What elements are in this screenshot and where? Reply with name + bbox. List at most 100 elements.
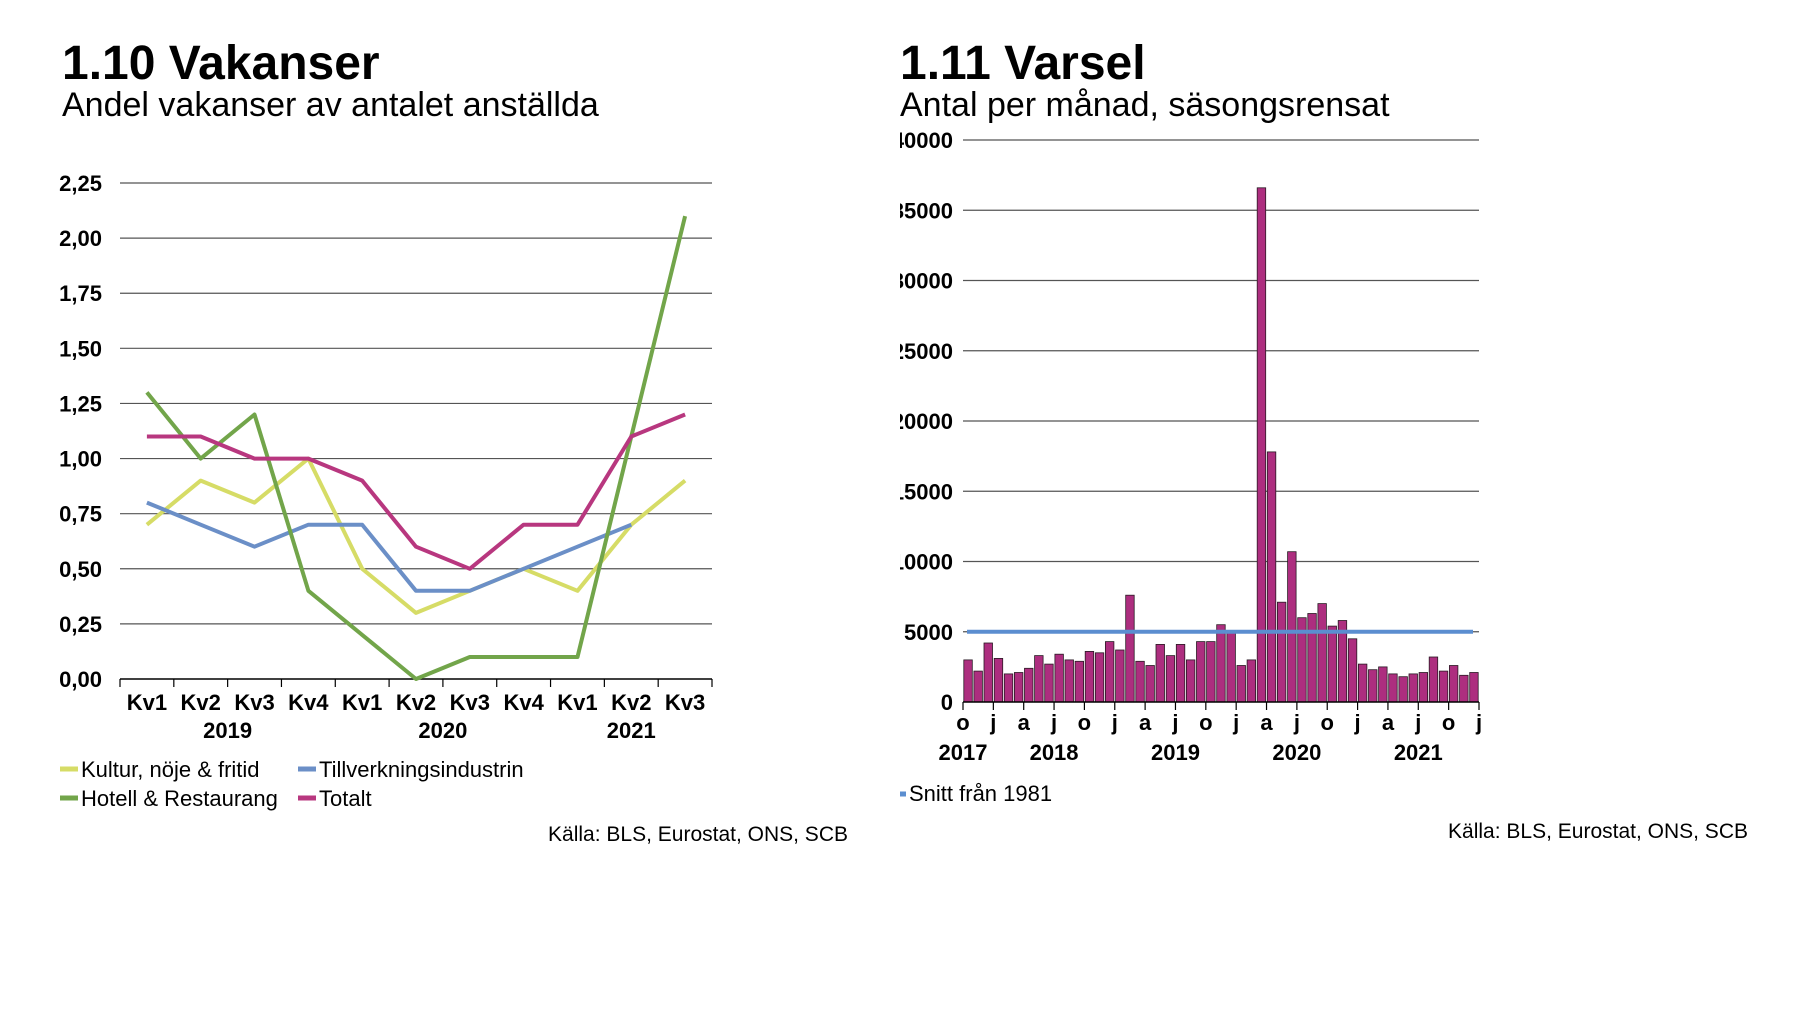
y-tick-label: 0,50: [59, 557, 102, 582]
x-year-label: 2019: [203, 718, 252, 743]
bar: [1327, 625, 1337, 703]
x-year-label: 2017: [939, 740, 988, 765]
bar: [1115, 649, 1125, 703]
bar: [1357, 663, 1368, 703]
y-tick-label: 25000: [900, 339, 953, 364]
y-tick-label: 35000: [900, 198, 953, 223]
bar: [1044, 663, 1054, 703]
panel-varsel: 1.11 Varsel Antal per månad, säsongsrens…: [900, 0, 1820, 1034]
y-tick-label: 15000: [900, 479, 953, 504]
x-tick-label: j: [989, 710, 996, 735]
y-tick-label: 0,25: [59, 612, 102, 637]
legend-label: Tillverkningsindustrin: [319, 757, 524, 782]
bar-chart-varsel: 0 5000 10000 15000 20000 25000 30000 35000 40000…: [900, 128, 1482, 806]
bar: [1185, 659, 1196, 703]
x-tick-label: j: [1354, 710, 1361, 735]
chart-title: 1.11 Varsel: [900, 37, 1146, 90]
bar: [1378, 666, 1388, 703]
bar: [1206, 641, 1216, 703]
bar: [1347, 638, 1358, 703]
x-tick-label: a: [1018, 710, 1031, 735]
series-line: [145, 215, 688, 681]
x-tick-label: Kv1: [127, 690, 167, 715]
x-tick-label: o: [1078, 710, 1091, 735]
bar: [1155, 644, 1165, 703]
bar: [1104, 641, 1115, 703]
x-tick-label: j: [1050, 710, 1057, 735]
chart-subtitle: Andel vakanser av antalet anställda: [62, 86, 599, 124]
bar: [1196, 641, 1206, 703]
bar: [1459, 674, 1469, 703]
x-year-label: 2019: [1151, 740, 1200, 765]
bar: [1469, 672, 1479, 703]
x-tick-label: Kv2: [396, 690, 436, 715]
bar: [1398, 676, 1408, 703]
x-year-label: 2018: [1030, 740, 1079, 765]
bar: [1014, 672, 1024, 703]
panel-vakanser: 1.10 Vakanser Andel vakanser av antalet …: [0, 0, 900, 1034]
x-tick-label: Kv3: [234, 690, 274, 715]
x-tick-label: Kv3: [665, 690, 705, 715]
bar: [1307, 613, 1317, 703]
y-tick-label: 5000: [904, 620, 953, 645]
x-tick-label: a: [1382, 710, 1395, 735]
x-tick-label: Kv2: [181, 690, 221, 715]
bar: [1216, 624, 1226, 703]
bar: [1226, 631, 1236, 703]
bar: [1084, 651, 1095, 703]
chart-subtitle: Antal per månad, säsongsrensat: [900, 86, 1390, 124]
y-tick-label: 0,75: [59, 502, 102, 527]
x-tick-label: o: [1199, 710, 1212, 735]
x-tick-label: o: [1321, 710, 1334, 735]
bar: [1094, 652, 1105, 703]
x-tick-label: Kv2: [611, 690, 651, 715]
y-tick-label: 1,00: [59, 447, 102, 472]
bar: [1175, 644, 1186, 703]
series-line: [146, 412, 686, 571]
bar: [1276, 601, 1287, 703]
line-chart-vakanser: 0,00 0,25 0,50 0,75 1,00 1,25 1,50 1,75 2,00 2,25…: [59, 171, 713, 811]
x-tick-label: j: [1414, 710, 1421, 735]
y-tick-label: 1,75: [59, 281, 102, 306]
x-tick-label: Kv4: [288, 690, 329, 715]
bar: [1368, 669, 1378, 703]
bar: [1024, 667, 1034, 703]
x-tick-label: o: [956, 710, 969, 735]
bar: [1125, 594, 1135, 703]
bar: [1003, 673, 1014, 703]
y-tick-label: 1,50: [59, 336, 102, 361]
y-tick-label: 1,25: [59, 391, 102, 416]
bar: [1074, 660, 1085, 703]
x-tick-label: Kv3: [450, 690, 490, 715]
x-tick-label: j: [1171, 710, 1178, 735]
bar: [993, 658, 1004, 703]
y-tick-label: 20000: [900, 409, 953, 434]
bar: [1246, 659, 1257, 703]
bar: [1064, 659, 1074, 703]
bar: [1408, 673, 1418, 703]
bar: [983, 642, 993, 703]
x-year-label: 2021: [607, 718, 656, 743]
legend-label: Hotell & Restaurang: [81, 786, 278, 811]
x-tick-label: j: [1111, 710, 1118, 735]
y-tick-label: 30000: [900, 269, 953, 294]
bar: [1145, 665, 1155, 703]
legend-label: Snitt från 1981: [909, 781, 1052, 806]
x-year-label: 2020: [418, 718, 467, 743]
series-line: [145, 456, 687, 615]
bar: [973, 670, 983, 703]
bar: [1256, 187, 1267, 703]
x-tick-label: Kv4: [503, 690, 544, 715]
bar: [1388, 673, 1398, 703]
x-tick-label: o: [1442, 710, 1455, 735]
bar: [1317, 603, 1327, 703]
y-tick-label: 2,00: [59, 226, 102, 251]
legend-label: Kultur, nöje & fritid: [81, 757, 260, 782]
bar: [1054, 653, 1064, 703]
bar: [1287, 551, 1297, 703]
chart-title: 1.10 Vakanser: [62, 37, 380, 90]
bar: [1449, 665, 1459, 703]
x-tick-label: j: [1232, 710, 1239, 735]
bar: [1418, 672, 1428, 703]
y-tick-label: 40000: [900, 128, 953, 153]
